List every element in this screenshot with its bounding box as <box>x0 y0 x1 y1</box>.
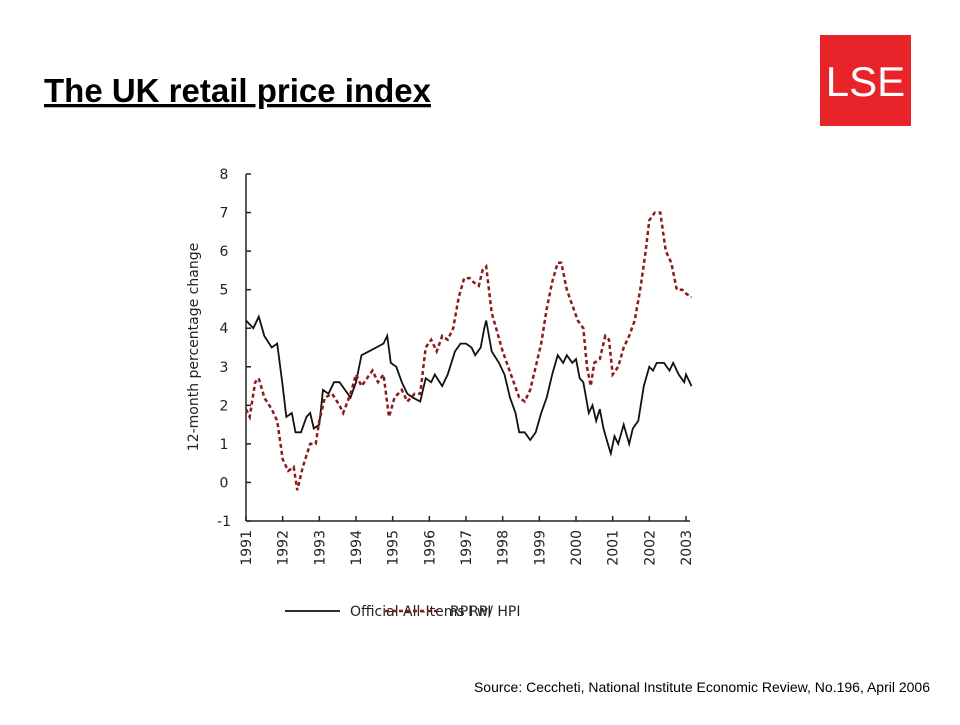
x-tick-label: 1993 <box>312 530 328 566</box>
y-tick-label: -1 <box>217 514 231 530</box>
x-tick-label: 1995 <box>386 530 402 566</box>
y-tick-label: 5 <box>220 283 229 299</box>
x-tick-label: 1999 <box>532 530 548 566</box>
logo-text: LSE <box>826 58 905 105</box>
y-axis-label: 12-month percentage change <box>186 243 202 451</box>
y-tick-label: 6 <box>220 244 229 260</box>
source-note: Source: Ceccheti, National Institute Eco… <box>474 679 930 695</box>
y-tick-label: 1 <box>220 437 229 453</box>
y-tick-label: 8 <box>220 167 229 183</box>
series-line <box>245 314 693 458</box>
x-tick-label: 1996 <box>422 530 438 566</box>
legend-label: RPI w/ HPI <box>450 604 520 620</box>
x-tick-label: 1994 <box>349 530 365 566</box>
x-tick-label: 2000 <box>569 530 585 566</box>
x-tick-label: 1997 <box>459 530 475 566</box>
y-tick-label: 0 <box>220 475 229 491</box>
x-tick-label: 1992 <box>276 530 292 566</box>
x-tick-label: 2002 <box>642 530 658 566</box>
slide-title: The UK retail price index <box>44 72 432 109</box>
series-line <box>244 211 693 491</box>
y-tick-label: 4 <box>220 321 229 337</box>
y-tick-label: 2 <box>220 398 229 414</box>
logo-box <box>820 35 911 126</box>
y-tick-label: 7 <box>220 206 229 222</box>
x-tick-label: 2003 <box>679 530 695 566</box>
y-tick-label: 3 <box>220 360 229 376</box>
x-tick-label: 2001 <box>606 530 622 566</box>
x-tick-label: 1998 <box>496 530 512 566</box>
x-tick-label: 1991 <box>239 530 255 566</box>
